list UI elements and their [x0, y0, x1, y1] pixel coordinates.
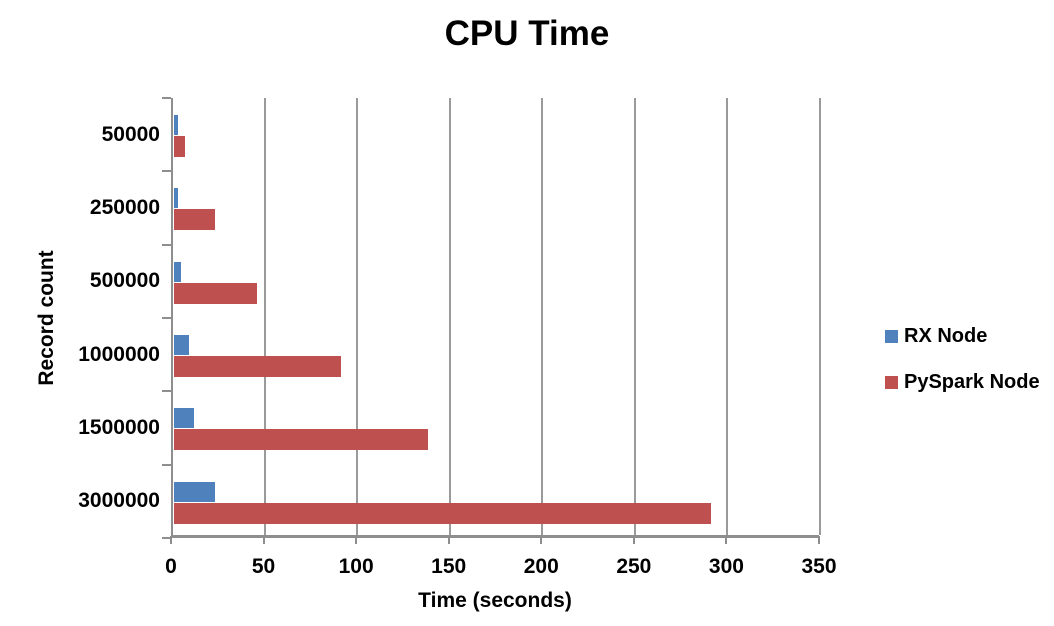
x-tick-label-200: 200 [523, 555, 559, 578]
x-tick-mark-350 [818, 536, 820, 544]
bar-pyspark-node-3000000 [174, 502, 711, 524]
y-tick-label-3000000: 3000000 [78, 489, 160, 513]
x-tick-mark-0 [170, 536, 172, 544]
y-tick-mark [162, 537, 171, 539]
x-tick-mark-250 [632, 536, 635, 544]
bar-rx-node-3000000 [174, 481, 215, 502]
x-axis-title: Time (seconds) [418, 589, 572, 612]
legend-item-pyspark-node: PySpark Node [885, 371, 1040, 393]
gridline-300 [726, 98, 729, 535]
x-tick-mark-100 [355, 536, 358, 544]
bar-rx-node-500000 [174, 261, 182, 282]
bar-rx-node-1000000 [174, 335, 189, 355]
x-tick-label-150: 150 [431, 555, 467, 578]
bar-pyspark-node-250000 [174, 209, 215, 231]
bar-rx-node-1500000 [174, 408, 195, 429]
legend-swatch-icon-rx-node [885, 329, 898, 343]
gridline-200 [541, 98, 544, 535]
y-tick-label-50000: 50000 [101, 122, 160, 146]
plot-area [171, 98, 821, 538]
y-tick-label-1000000: 1000000 [78, 342, 160, 366]
gridline-100 [356, 98, 359, 535]
y-tick-mark [162, 97, 171, 99]
gridline-250 [633, 98, 636, 535]
y-tick-mark [162, 317, 171, 319]
x-tick-label-350: 350 [801, 555, 837, 578]
x-tick-label-250: 250 [616, 555, 652, 578]
x-tick-mark-200 [540, 536, 543, 544]
bar-pyspark-node-50000 [174, 136, 186, 157]
gridline-350 [819, 98, 821, 535]
bar-pyspark-node-1000000 [174, 356, 341, 377]
y-tick-mark [162, 244, 171, 246]
x-tick-label-100: 100 [338, 555, 374, 578]
x-tick-label-50: 50 [251, 555, 276, 578]
x-tick-mark-50 [262, 536, 265, 544]
gridline-150 [448, 98, 451, 535]
chart-title: CPU Time [444, 14, 610, 53]
x-tick-label-0: 0 [165, 555, 177, 578]
gridline-50 [263, 98, 266, 535]
legend-item-rx-node: RX Node [885, 325, 1040, 347]
bar-rx-node-50000 [174, 115, 178, 135]
bar-pyspark-node-1500000 [174, 429, 428, 451]
legend-label-rx-node: RX Node [904, 325, 988, 347]
y-tick-mark [162, 390, 171, 392]
legend: RX Node PySpark Node [885, 325, 1040, 417]
legend-swatch-icon-pyspark-node [885, 375, 898, 389]
bar-pyspark-node-500000 [174, 282, 258, 304]
y-tick-label-250000: 250000 [89, 196, 160, 219]
x-tick-label-300: 300 [708, 555, 744, 578]
y-tick-mark [162, 464, 171, 466]
y-tick-label-500000: 500000 [89, 269, 160, 293]
y-tick-label-1500000: 1500000 [78, 416, 160, 439]
x-tick-mark-150 [447, 536, 450, 544]
legend-label-pyspark-node: PySpark Node [904, 371, 1040, 393]
y-tick-mark [162, 170, 171, 172]
x-tick-mark-300 [725, 536, 728, 544]
bar-rx-node-250000 [174, 188, 178, 209]
